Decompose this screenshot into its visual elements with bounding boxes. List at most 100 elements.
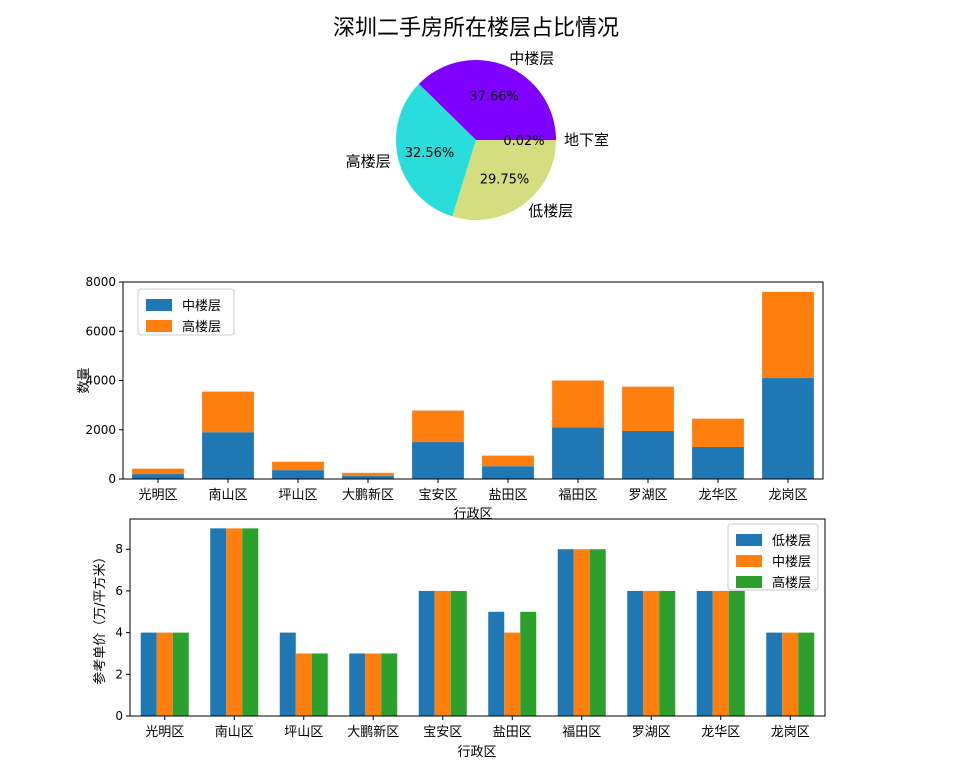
legend-label: 高楼层: [772, 575, 811, 591]
x-tick-label: 龙岗区: [768, 488, 807, 503]
bar: [488, 611, 505, 716]
bar: [622, 430, 674, 479]
y-tick-label: 6000: [85, 324, 116, 338]
bar: [450, 590, 467, 716]
x-tick-label: 南山区: [208, 487, 247, 503]
legend-label: 低楼层: [772, 534, 811, 549]
bar: [140, 632, 157, 716]
bar: [798, 632, 815, 716]
pie-chart: 深圳二手房所在楼层占比情况 中楼层 37.66% 高楼层 32.56% 低楼层 29.75…: [333, 16, 619, 220]
y-tick-label: 0: [108, 472, 116, 486]
bar: [156, 632, 173, 716]
bar: [349, 653, 366, 716]
x-tick-label: 盐田区: [488, 488, 527, 503]
legend-label: 高楼层: [182, 319, 221, 335]
bar: [272, 470, 324, 479]
bar: [552, 427, 604, 479]
y-tick-label: 4: [115, 626, 123, 640]
x-tick-label: 罗湖区: [628, 488, 667, 503]
bar: [418, 590, 435, 716]
bar: [696, 590, 713, 716]
bar: [132, 474, 184, 479]
bar: [643, 590, 660, 716]
x-tick-label: 光明区: [145, 725, 184, 740]
y-axis-label: 数量: [77, 367, 92, 393]
legend-label: 中楼层: [772, 555, 811, 570]
y-tick-label: 8: [115, 542, 123, 556]
bar: [226, 528, 243, 716]
pie-percent-label: 29.75%: [480, 173, 530, 188]
bar: [573, 549, 590, 716]
bar: [557, 549, 574, 716]
bar: [762, 378, 814, 479]
bar: [210, 528, 227, 716]
stacked-bar-chart: 0 2000 4000 6000 8000 光明区 南山区 坪山区 大鹏新区 宝安区 盐田区 福田区…: [77, 275, 824, 522]
legend-swatch: [736, 576, 762, 588]
bar: [342, 472, 394, 477]
bar: [782, 632, 799, 716]
x-tick-label: 大鹏新区: [347, 724, 399, 740]
pie-slice: [418, 60, 556, 140]
pie-labels: 中楼层 37.66% 高楼层 32.56% 低楼层 29.75% 地下室 0.02%: [346, 50, 609, 220]
bars: [132, 291, 814, 480]
pie-slices: [396, 60, 557, 220]
bar: [627, 590, 644, 716]
bar: [692, 446, 744, 479]
y-tick-label: 6: [115, 584, 123, 598]
pie-slice: [452, 140, 556, 220]
bar: [242, 528, 259, 716]
bars: [140, 528, 815, 716]
pie-percent-label: 0.02%: [503, 134, 544, 149]
pie-slice-label: 地下室: [564, 131, 609, 149]
legend-swatch: [736, 534, 762, 546]
bar: [272, 461, 324, 471]
x-axis-ticks: 光明区 南山区 坪山区 大鹏新区 宝安区 盐田区 福田区 罗湖区 龙华区 龙岗区: [145, 716, 810, 740]
bar: [766, 632, 783, 716]
x-axis-ticks: 光明区 南山区 坪山区 大鹏新区 宝安区 盐田区 福田区 罗湖区 龙华区 龙岗区: [138, 479, 808, 503]
y-axis-ticks: 0 2 4 6 8: [115, 542, 130, 723]
x-tick-label: 龙华区: [701, 725, 740, 740]
x-tick-label: 宝安区: [423, 725, 462, 740]
bar: [279, 632, 296, 716]
pie-title: 深圳二手房所在楼层占比情况: [333, 16, 619, 41]
pie-slice-label: 高楼层: [346, 153, 391, 171]
grouped-bar-chart: 0 2 4 6 8 光明区 南山区 坪山区 大鹏新区 宝安区 盐田区 福田区 罗湖区 龙华区 龙岗区 行政…: [92, 518, 826, 760]
legend-label: 中楼层: [182, 299, 221, 314]
bar: [552, 380, 604, 428]
x-tick-label: 南山区: [215, 724, 254, 740]
bar: [342, 476, 394, 480]
bar: [622, 386, 674, 431]
pie-slice: [396, 84, 476, 217]
x-tick-label: 盐田区: [493, 725, 532, 740]
legend-swatch: [146, 299, 172, 311]
bar: [762, 291, 814, 379]
bar: [412, 410, 464, 443]
plot-frame: [122, 281, 824, 480]
y-tick-label: 4000: [85, 374, 116, 388]
y-tick-label: 2: [115, 667, 123, 681]
x-tick-label: 光明区: [138, 488, 177, 503]
bar: [132, 468, 184, 475]
y-tick-label: 8000: [85, 275, 116, 289]
bar: [365, 653, 382, 716]
x-tick-label: 龙华区: [698, 488, 737, 503]
x-axis-label: 行政区: [457, 745, 496, 760]
legend-swatch: [736, 555, 762, 567]
x-tick-label: 大鹏新区: [342, 487, 394, 503]
bar: [520, 611, 537, 716]
bar: [172, 632, 189, 716]
y-tick-label: 2000: [85, 423, 116, 437]
bar: [728, 590, 745, 716]
x-tick-label: 福田区: [558, 488, 597, 503]
bar: [712, 590, 729, 716]
bar: [589, 549, 606, 716]
x-tick-label: 宝安区: [418, 488, 457, 503]
x-tick-label: 坪山区: [278, 488, 317, 503]
y-tick-label: 0: [115, 709, 123, 723]
y-axis-ticks: 0 2000 4000 6000 8000: [85, 275, 123, 486]
legend-swatch: [146, 320, 172, 332]
pie-slice-label: 低楼层: [528, 202, 573, 220]
